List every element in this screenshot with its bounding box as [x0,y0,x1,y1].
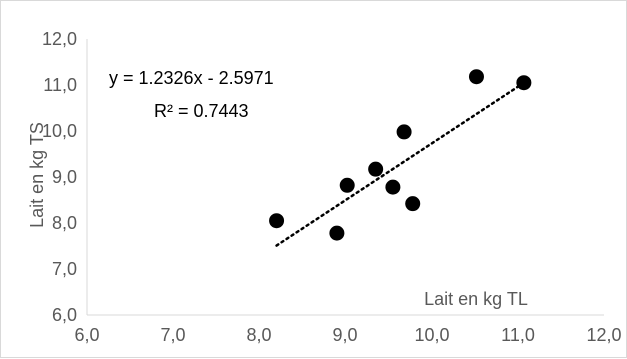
data-point [516,75,532,91]
data-point [329,225,345,241]
x-tick-label: 7,0 [160,325,185,345]
y-tick-label: 7,0 [52,259,77,279]
x-tick-labels: 6,0 7,0 8,0 9,0 10,0 11,0 12,0 [74,325,621,345]
y-tick-label: 8,0 [52,213,77,233]
data-point [468,69,484,85]
y-axis-title: Lait en kg TS [27,122,47,228]
x-tick-label: 11,0 [501,325,535,345]
x-tick-label: 12,0 [586,325,621,345]
trendline-equation: y = 1.2326x - 2.5971 [109,68,274,88]
data-point [405,196,421,212]
data-point [269,213,285,229]
data-point [396,124,412,140]
scatter-points [269,69,532,241]
x-tick-label: 10,0 [414,325,449,345]
x-tick-label: 8,0 [246,325,271,345]
data-point [385,179,401,195]
y-tick-label: 9,0 [52,167,77,187]
y-tick-label: 10,0 [42,121,77,141]
x-tick-label: 9,0 [332,325,357,345]
y-tick-labels: 6,0 7,0 8,0 9,0 10,0 11,0 12,0 [42,29,77,325]
x-axis-title: Lait en kg TL [424,289,528,309]
r-squared-label: R² = 0.7443 [154,101,249,121]
y-tick-label: 6,0 [52,305,77,325]
data-point [339,177,355,193]
y-tick-label: 12,0 [42,29,77,49]
data-point [368,161,384,177]
x-tick-label: 6,0 [74,325,99,345]
trendline [275,81,526,247]
y-tick-label: 11,0 [43,75,77,95]
